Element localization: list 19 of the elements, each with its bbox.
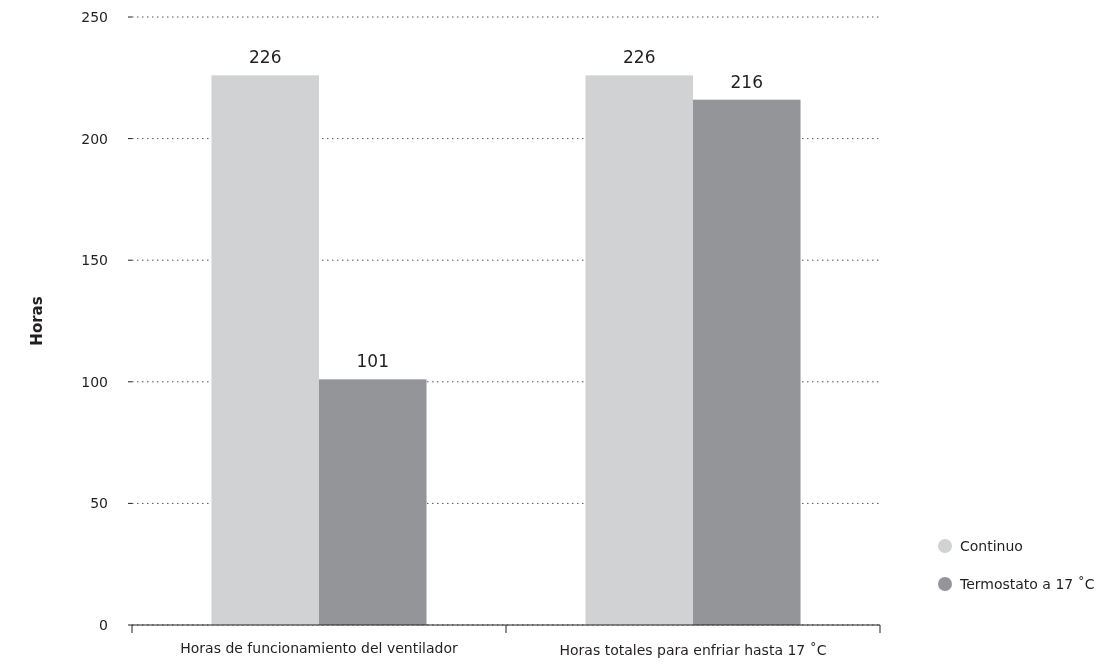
y-tick-label: 150 — [81, 252, 108, 269]
y-tick-label: 200 — [81, 130, 108, 147]
y-tick-label: 0 — [99, 617, 108, 633]
bar — [319, 379, 427, 625]
x-tick-label: Horas de funcionamiento del ventilador — [180, 640, 459, 656]
bar — [211, 75, 319, 625]
bar — [585, 75, 693, 625]
data-label: 226 — [623, 47, 656, 68]
data-label: 226 — [249, 47, 282, 68]
legend-label: Continuo — [960, 538, 1023, 554]
legend-label: Termostato a 17 ˚C — [959, 576, 1095, 592]
data-label: 216 — [730, 71, 763, 92]
bar — [693, 99, 801, 625]
y-axis-title: Horas — [28, 296, 46, 346]
data-label: 101 — [356, 351, 389, 372]
y-tick-label: 100 — [81, 373, 108, 390]
y-tick-label: 250 — [81, 9, 108, 25]
x-tick-label: Horas totales para enfriar hasta 17 ˚C — [559, 642, 827, 658]
y-tick-label: 50 — [90, 495, 108, 512]
